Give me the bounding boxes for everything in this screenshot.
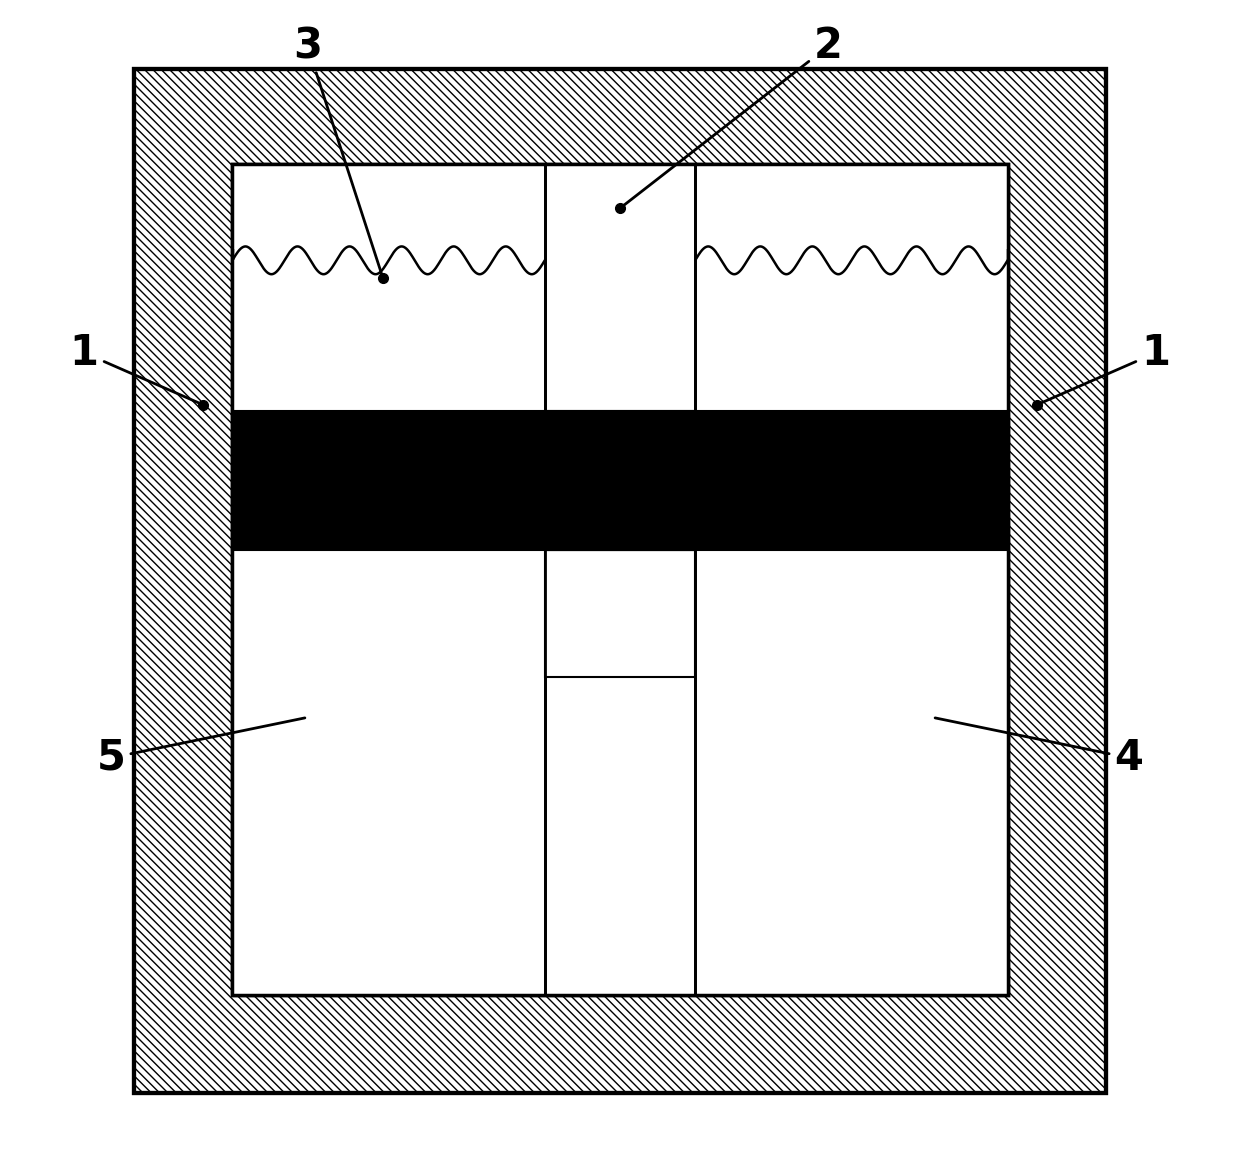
Bar: [134, 69, 1106, 1093]
Text: 1: 1: [69, 332, 201, 404]
Bar: [544, 550, 696, 677]
Bar: [544, 411, 696, 550]
Text: 5: 5: [97, 717, 305, 779]
Bar: [544, 164, 696, 995]
Text: 3: 3: [293, 25, 382, 275]
Bar: [232, 164, 544, 995]
Bar: [232, 164, 1008, 995]
Bar: [696, 260, 1008, 411]
Bar: [232, 411, 1008, 550]
Bar: [232, 260, 544, 411]
Text: 1: 1: [1039, 332, 1171, 404]
Text: 2: 2: [622, 25, 843, 207]
Bar: [696, 164, 1008, 249]
Bar: [232, 550, 544, 995]
Bar: [696, 550, 1008, 995]
Bar: [134, 69, 1106, 1093]
Bar: [232, 164, 544, 249]
Bar: [232, 164, 1008, 995]
Bar: [696, 164, 1008, 995]
Text: 4: 4: [935, 717, 1143, 779]
